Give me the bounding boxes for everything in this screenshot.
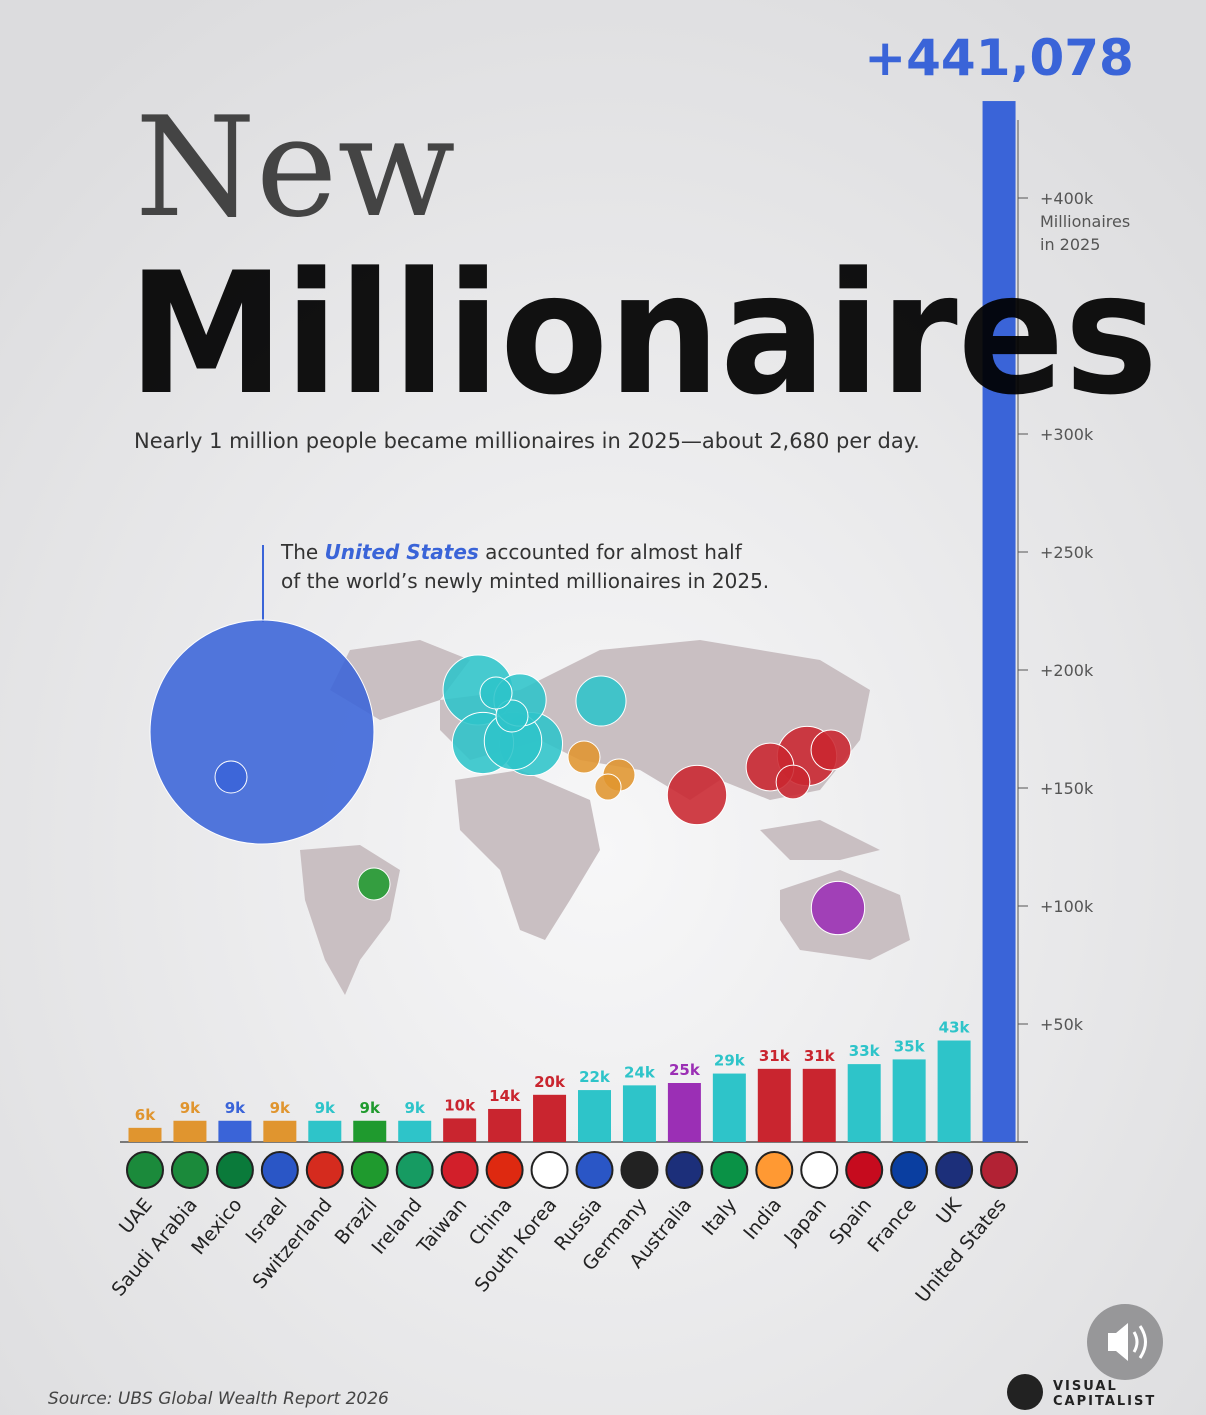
bar <box>712 1073 746 1142</box>
map-bubble <box>357 867 391 901</box>
value-label: 25k <box>669 1061 701 1079</box>
bar <box>263 1120 297 1142</box>
flag <box>350 1151 389 1189</box>
value-label: 10k <box>444 1096 476 1114</box>
flag <box>890 1151 929 1189</box>
flag <box>260 1151 299 1189</box>
bar <box>398 1120 432 1142</box>
map-bubble <box>495 699 529 733</box>
map-bubble <box>567 740 601 774</box>
bar <box>892 1059 926 1142</box>
flag <box>530 1151 569 1189</box>
bar <box>218 1120 252 1142</box>
value-label: 33k <box>849 1042 881 1060</box>
map-bubble <box>810 729 852 771</box>
value-label: 9k <box>315 1099 336 1117</box>
value-label: 9k <box>270 1099 291 1117</box>
bar <box>802 1068 836 1142</box>
value-label: 14k <box>489 1087 521 1105</box>
axis-note: in 2025 <box>1040 235 1100 254</box>
bar <box>757 1068 791 1142</box>
flag <box>395 1151 434 1189</box>
value-label: 31k <box>804 1047 836 1065</box>
brand: CAPITALIST <box>1053 1394 1156 1409</box>
title-new: New <box>135 87 456 248</box>
value-label: 9k <box>180 1099 201 1117</box>
map-bubble <box>149 619 375 845</box>
y-tick-label: +300k <box>1040 425 1094 444</box>
y-tick-label: +200k <box>1040 661 1094 680</box>
map-bubble <box>775 764 811 800</box>
source: Source: UBS Global Wealth Report 2026 <box>48 1389 389 1409</box>
bar <box>443 1118 477 1142</box>
bar <box>173 1120 207 1142</box>
flag <box>215 1151 254 1189</box>
axis-note: Millionaires <box>1040 212 1130 231</box>
flag <box>170 1151 209 1189</box>
value-label: 20k <box>534 1073 566 1091</box>
y-tick-label: +400k <box>1040 189 1094 208</box>
annotation-text: accounted for almost half <box>485 540 743 564</box>
flag <box>575 1151 614 1189</box>
bar <box>488 1108 522 1142</box>
annotation-highlight: United States <box>325 540 479 564</box>
value-label: 9k <box>225 1099 246 1117</box>
y-tick-label: +150k <box>1040 779 1094 798</box>
subtitle: Nearly 1 million people became millionai… <box>134 429 920 453</box>
value-label: 6k <box>135 1106 156 1124</box>
y-tick-label: +100k <box>1040 897 1094 916</box>
bar <box>578 1090 611 1142</box>
flag <box>305 1151 344 1189</box>
y-tick-label: +50k <box>1040 1015 1084 1034</box>
bar <box>667 1083 701 1142</box>
flag <box>126 1151 164 1189</box>
flag <box>710 1151 749 1189</box>
flag <box>845 1151 884 1189</box>
flag <box>980 1151 1019 1189</box>
flag <box>665 1151 704 1189</box>
flag <box>440 1151 479 1189</box>
value-label: 24k <box>624 1063 656 1081</box>
bar <box>982 101 1016 1143</box>
value-label: 9k <box>404 1099 425 1117</box>
bar <box>308 1120 342 1142</box>
flag <box>485 1151 524 1189</box>
value-label: 9k <box>360 1099 381 1117</box>
value-label: 31k <box>759 1047 791 1065</box>
map-bubble <box>575 675 627 727</box>
map-bubble <box>214 760 248 794</box>
value-label: 35k <box>894 1037 926 1055</box>
bar <box>353 1120 387 1142</box>
flag <box>755 1151 794 1189</box>
flag <box>935 1151 974 1189</box>
audio-button[interactable] <box>1087 1304 1163 1380</box>
bar <box>937 1040 971 1142</box>
flag <box>800 1151 839 1189</box>
annotation: of the world’s newly minted millionaires… <box>281 569 769 593</box>
annotation-text: The <box>280 540 318 564</box>
title-main: Millionaires <box>128 236 1158 432</box>
y-tick-label: +250k <box>1040 543 1094 562</box>
brand-logo: VISUAL CAPITALIST <box>1007 1374 1156 1410</box>
value-label: 22k <box>579 1068 611 1086</box>
bar <box>622 1085 656 1142</box>
map-bubble <box>810 880 866 936</box>
flag <box>620 1151 659 1189</box>
map-bubble <box>594 773 622 801</box>
bar <box>533 1094 567 1142</box>
brand: VISUAL <box>1053 1379 1118 1394</box>
map-bubble <box>479 676 513 710</box>
value-label: 29k <box>714 1052 746 1070</box>
map-bubble <box>666 764 728 826</box>
annotation: The United States accounted for almost h… <box>280 540 743 564</box>
bar <box>847 1064 881 1142</box>
value-label: +441,078 <box>864 29 1134 87</box>
value-label: 43k <box>939 1019 971 1037</box>
bar <box>128 1127 162 1142</box>
